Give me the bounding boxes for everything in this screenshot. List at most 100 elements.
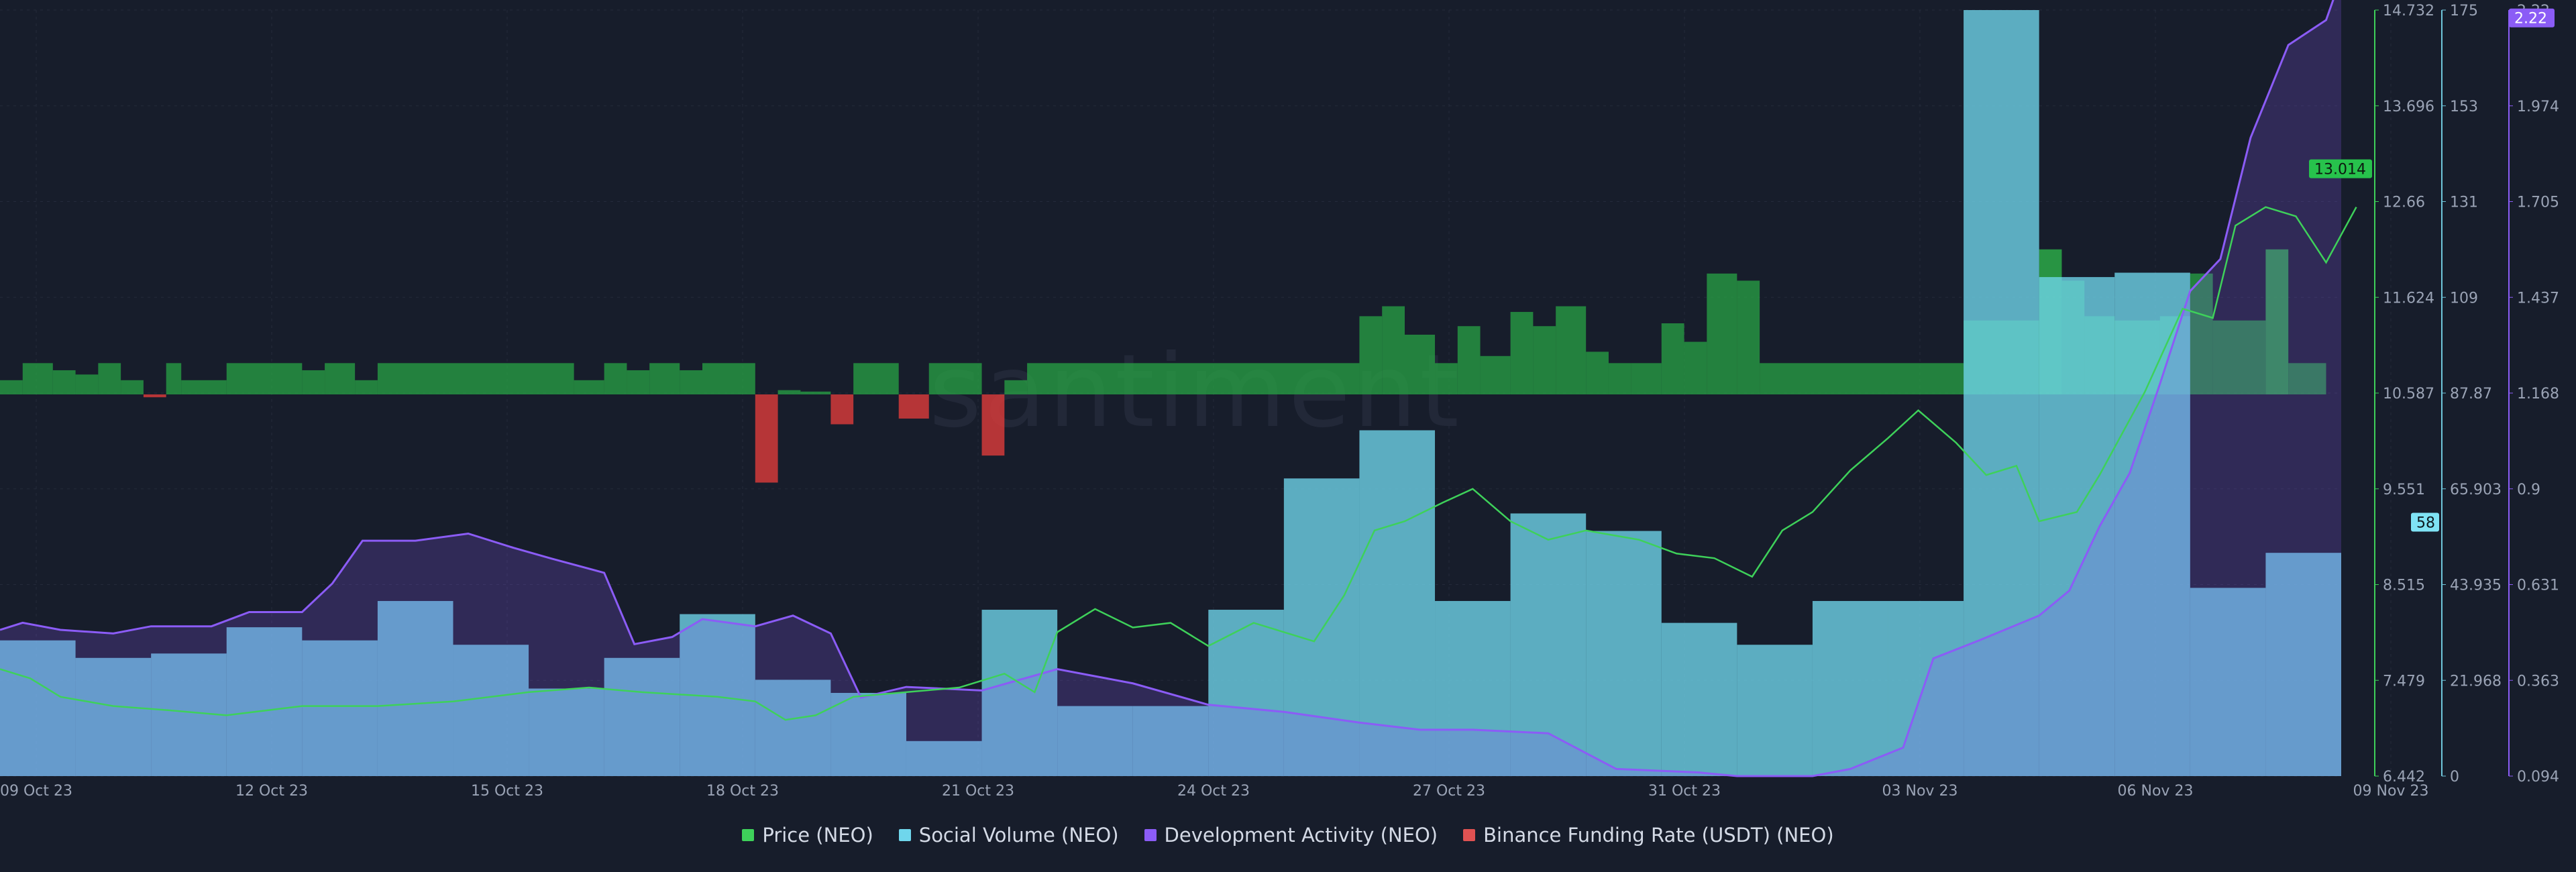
funding-rate-bar bbox=[0, 380, 23, 394]
current-value-label: 58 bbox=[2416, 515, 2435, 532]
funding-rate-bar bbox=[2288, 363, 2326, 394]
current-value-badge bbox=[2411, 512, 2439, 532]
legend-swatch-price bbox=[742, 829, 755, 841]
funding-rate-bar bbox=[1457, 326, 1481, 394]
axis-price: 14.732 13.696 12.66 11.624 10.587 9.551 8.515 7… bbox=[2309, 3, 2434, 785]
funding-rate-bar bbox=[981, 394, 1005, 456]
axis-tick-label: 12.66 bbox=[2383, 195, 2425, 211]
social-volume-bar bbox=[2039, 277, 2115, 776]
legend-item-social-volume[interactable]: Social Volume (NEO) bbox=[898, 824, 1119, 847]
legend-label-dev-activity: Development Activity (NEO) bbox=[1164, 824, 1438, 847]
social-volume-bar bbox=[1964, 10, 2039, 776]
funding-rate-bar bbox=[1586, 351, 1609, 394]
axis-social-volume: 175 153 131 109 87.87 65.903 43.935 21.968 0 58 bbox=[2411, 3, 2502, 785]
legend-item-dev-activity[interactable]: Development Activity (NEO) bbox=[1144, 824, 1438, 847]
axis-tick-label: 11.624 bbox=[2383, 290, 2434, 307]
funding-rate-bar bbox=[853, 363, 899, 394]
x-axis: 09 Oct 23 12 Oct 23 15 Oct 23 18 Oct 23 21 O… bbox=[0, 783, 2428, 800]
x-tick-label: 06 Nov 23 bbox=[2118, 783, 2194, 800]
funding-rate-bar bbox=[1004, 380, 1028, 394]
price-line bbox=[0, 206, 2357, 721]
dev-activity-line bbox=[0, 0, 2334, 777]
funding-rate-bar bbox=[355, 380, 378, 394]
legend-item-funding-rate[interactable]: Binance Funding Rate (USDT) (NEO) bbox=[1463, 824, 1834, 847]
axis-tick-label: 1.437 bbox=[2517, 290, 2559, 307]
funding-rate-bar bbox=[928, 363, 982, 394]
social-volume-bar bbox=[2114, 272, 2190, 776]
funding-rate-bar bbox=[1608, 363, 1631, 394]
funding-rate-bar bbox=[1027, 363, 1360, 394]
x-tick-label: 03 Nov 23 bbox=[1882, 783, 1958, 800]
axis-tick-label: 43.935 bbox=[2450, 578, 2502, 594]
funding-rate-bar bbox=[680, 370, 702, 394]
funding-rate-bar bbox=[1405, 334, 1436, 394]
funding-rate-bar bbox=[1684, 341, 1707, 394]
funding-rate-bar bbox=[181, 380, 227, 394]
funding-rate-bar bbox=[800, 391, 831, 394]
social-volume-bar bbox=[453, 645, 529, 776]
current-value-label: 2.22 bbox=[2514, 11, 2547, 28]
social-volume-bar bbox=[529, 688, 604, 776]
funding-rate-bar bbox=[2190, 273, 2213, 394]
axis-tick-label: 1.974 bbox=[2517, 99, 2559, 115]
funding-rate-bar bbox=[52, 370, 76, 394]
funding-rate-bar bbox=[604, 363, 627, 394]
social-volume-bar bbox=[906, 741, 982, 776]
x-tick-label: 15 Oct 23 bbox=[471, 783, 543, 800]
social-volume-bar bbox=[604, 657, 680, 776]
axis-tick-label: 87.87 bbox=[2450, 386, 2492, 402]
axis-tick-label: 21.968 bbox=[2450, 673, 2502, 690]
funding-rate-bar bbox=[702, 363, 755, 394]
axis-tick-label: 7.479 bbox=[2383, 673, 2425, 690]
legend-swatch-dev-activity bbox=[1144, 829, 1157, 841]
funding-rate-bar bbox=[1631, 363, 1662, 394]
funding-rate-bar bbox=[2212, 320, 2266, 394]
current-value-badge bbox=[2509, 8, 2555, 28]
axis-tick-label: 1.168 bbox=[2517, 386, 2559, 402]
legend-label-price: Price (NEO) bbox=[762, 824, 873, 847]
axis-tick-label: 0.9 bbox=[2517, 482, 2540, 498]
social-volume-bar bbox=[75, 657, 152, 776]
axis-tick-label: 8.515 bbox=[2383, 578, 2425, 594]
social-volume-bar bbox=[2190, 588, 2266, 776]
social-volume-bar bbox=[0, 640, 76, 776]
social-volume-bar bbox=[1283, 478, 1360, 776]
funding-rate-bar bbox=[1510, 312, 1534, 394]
social-volume-bar bbox=[1435, 600, 1511, 776]
funding-rate-bar bbox=[98, 363, 121, 394]
funding-rate-bar bbox=[325, 363, 356, 394]
funding-rate-bar bbox=[1359, 316, 1383, 394]
social-volume-bar bbox=[2265, 553, 2341, 776]
current-value-label: 13.014 bbox=[2314, 162, 2366, 178]
axis-tick-label: 131 bbox=[2450, 195, 2478, 211]
funding-rate-bar bbox=[302, 370, 325, 394]
social-volume-bar bbox=[1888, 600, 1964, 776]
axis-tick-label: 109 bbox=[2450, 290, 2478, 307]
axis-tick-label: 9.551 bbox=[2383, 482, 2425, 498]
legend-swatch-social-volume bbox=[898, 829, 911, 841]
funding-rate-bar bbox=[121, 380, 144, 394]
funding-rate-bar bbox=[627, 370, 650, 394]
legend-label-funding-rate: Binance Funding Rate (USDT) (NEO) bbox=[1483, 824, 1834, 847]
social-volume-bar bbox=[1132, 706, 1209, 776]
x-tick-label: 18 Oct 23 bbox=[706, 783, 779, 800]
funding-rate-bar bbox=[143, 394, 166, 398]
x-tick-label: 24 Oct 23 bbox=[1177, 783, 1250, 800]
social-volume-bar bbox=[1359, 430, 1436, 776]
x-tick-label: 21 Oct 23 bbox=[942, 783, 1014, 800]
social-volume-bar bbox=[302, 640, 378, 776]
social-volume-bar bbox=[1208, 610, 1284, 776]
axis-tick-label: 0 bbox=[2450, 769, 2459, 785]
legend-label-social-volume: Social Volume (NEO) bbox=[918, 824, 1119, 847]
funding-rate-bar bbox=[1435, 363, 1458, 394]
x-tick-label: 09 Nov 23 bbox=[2353, 783, 2429, 800]
axis-tick-label: 14.732 bbox=[2383, 3, 2434, 19]
dev-activity-area bbox=[0, 0, 2341, 776]
legend-item-price[interactable]: Price (NEO) bbox=[742, 824, 873, 847]
axis-tick-label: 0.631 bbox=[2517, 578, 2559, 594]
funding-rate-bar bbox=[898, 394, 929, 419]
x-tick-label: 31 Oct 23 bbox=[1648, 783, 1721, 800]
social-volume-bar bbox=[226, 627, 303, 776]
